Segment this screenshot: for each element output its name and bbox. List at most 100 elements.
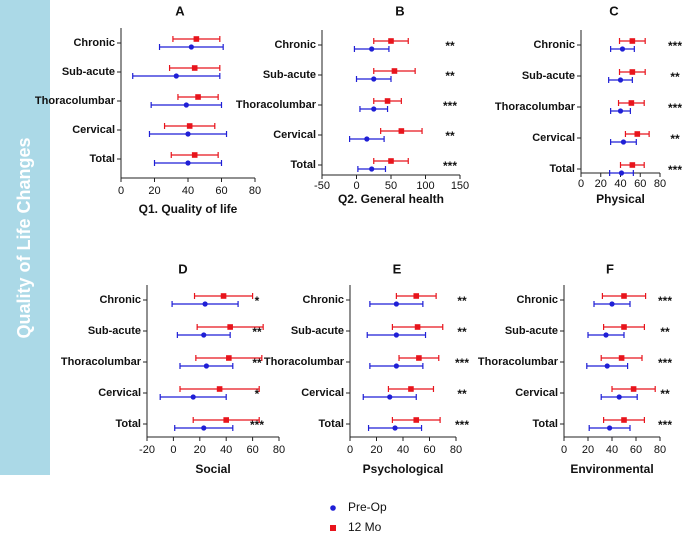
significance: *	[255, 294, 260, 308]
point	[371, 76, 377, 82]
category-label: Thoracolumbar	[35, 95, 116, 107]
point	[629, 69, 636, 75]
sidebar-title: Quality of Life Changes	[14, 137, 34, 338]
point	[607, 425, 613, 431]
point	[392, 425, 398, 431]
point	[621, 417, 627, 423]
sidebar	[0, 0, 50, 475]
legend-marker	[330, 525, 336, 531]
category-label: Chronic	[274, 39, 316, 51]
category-label: Total	[116, 418, 141, 430]
point	[393, 332, 399, 338]
legend-label: Pre-Op	[348, 500, 387, 514]
x-tick-label: 20	[194, 444, 206, 456]
x-tick-label: 50	[385, 180, 397, 192]
x-tick-label: 40	[614, 178, 626, 190]
category-label: Total	[550, 163, 575, 175]
category-label: Thoracolumbar	[264, 356, 345, 368]
point	[185, 131, 191, 137]
significance: ***	[455, 418, 469, 432]
category-label: Total	[319, 418, 344, 430]
x-tick-label: 40	[220, 444, 232, 456]
x-tick-label: 0	[118, 185, 124, 197]
x-tick-label: 80	[654, 444, 666, 456]
point	[634, 131, 641, 137]
x-tick-label: 80	[654, 178, 666, 190]
x-tick-label: 0	[170, 444, 176, 456]
point	[413, 293, 420, 299]
x-tick-label: 20	[582, 444, 594, 456]
point	[617, 77, 624, 83]
point	[628, 100, 635, 106]
category-label: Sub-acute	[263, 69, 316, 81]
point	[391, 68, 398, 74]
significance: **	[252, 356, 262, 370]
point	[384, 98, 391, 104]
category-label: Total	[533, 418, 558, 430]
point	[371, 106, 377, 112]
category-label: Cervical	[515, 387, 558, 399]
legend-marker	[330, 505, 336, 511]
category-label: Cervical	[98, 387, 141, 399]
significance: **	[660, 387, 670, 401]
point	[604, 363, 610, 369]
x-tick-label: 60	[246, 444, 258, 456]
x-tick-label: 60	[215, 185, 227, 197]
x-tick-label: 20	[148, 185, 160, 197]
point	[408, 386, 414, 392]
category-label: Cervical	[273, 129, 316, 141]
category-label: Thoracolumbar	[478, 356, 559, 368]
point	[618, 170, 625, 176]
x-tick-label: 0	[353, 180, 359, 192]
x-tick-label: 60	[634, 178, 646, 190]
point	[369, 166, 375, 172]
significance: *	[255, 387, 260, 401]
panel-letter: D	[178, 261, 187, 276]
x-tick-label: 40	[606, 444, 618, 456]
x-axis-label: Q1. Quality of life	[139, 202, 238, 216]
point	[223, 417, 229, 423]
significance: ***	[668, 101, 682, 115]
significance: **	[457, 387, 467, 401]
point	[617, 108, 624, 114]
x-tick-label: 20	[595, 178, 607, 190]
point	[393, 363, 399, 369]
significance: ***	[443, 99, 457, 113]
significance: **	[252, 325, 262, 339]
x-tick-label: 60	[630, 444, 642, 456]
point	[216, 386, 223, 392]
point	[413, 417, 420, 423]
significance: **	[660, 325, 670, 339]
significance: **	[445, 39, 455, 53]
point	[195, 94, 201, 100]
category-label: Thoracolumbar	[236, 99, 317, 111]
significance: ***	[250, 418, 264, 432]
x-axis-label: Q2. General health	[338, 192, 444, 206]
point	[416, 355, 422, 361]
x-tick-label: 100	[416, 180, 434, 192]
point	[620, 139, 627, 145]
significance: ***	[658, 294, 672, 308]
panel-letter: B	[395, 3, 404, 18]
category-label: Chronic	[516, 294, 558, 306]
significance: ***	[658, 418, 672, 432]
x-tick-label: 0	[347, 444, 353, 456]
point	[609, 301, 615, 307]
x-tick-label: 0	[578, 178, 584, 190]
panel-letter: E	[393, 261, 402, 276]
x-axis-label: Social	[195, 462, 230, 476]
panel-letter: C	[609, 3, 619, 18]
point	[388, 158, 394, 164]
point	[621, 293, 627, 299]
x-tick-label: 150	[451, 180, 469, 192]
category-label: Total	[291, 159, 316, 171]
x-tick-label: -50	[314, 180, 330, 192]
category-label: Total	[90, 153, 115, 165]
significance: ***	[668, 39, 682, 53]
point	[173, 73, 179, 79]
significance: ***	[443, 159, 457, 173]
point	[220, 293, 227, 299]
category-label: Sub-acute	[291, 325, 344, 337]
point	[387, 394, 393, 400]
